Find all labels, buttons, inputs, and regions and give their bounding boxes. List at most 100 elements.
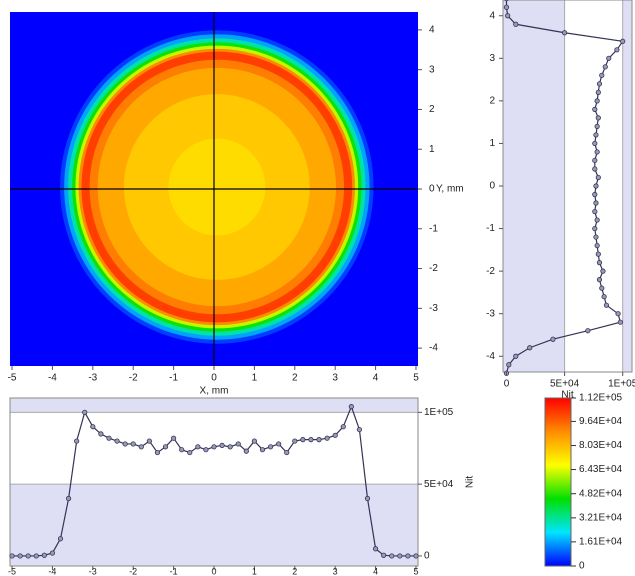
- profile-point: [98, 431, 104, 437]
- profile-point: [25, 553, 31, 559]
- x-tick-label: -2: [129, 566, 137, 576]
- profile-point: [130, 441, 136, 447]
- profile-point: [203, 447, 209, 453]
- colorbar-label: 0: [579, 561, 585, 572]
- profile-point: [17, 553, 23, 559]
- profile-point: [348, 404, 354, 410]
- y-tick-label: 3: [489, 53, 495, 64]
- profile-point: [195, 444, 201, 450]
- profile-point: [284, 449, 290, 456]
- profile-point: [550, 336, 556, 342]
- profile-point: [405, 553, 411, 559]
- profile-point: [592, 157, 598, 164]
- profile-point: [372, 546, 379, 552]
- profile-point: [596, 81, 603, 87]
- y-tick-label: -4: [486, 351, 495, 362]
- y-tick-label: 1: [489, 138, 495, 149]
- colorbar-label: 9.64E+04: [579, 416, 623, 427]
- y-tick-label: 0: [429, 184, 435, 195]
- profile-point: [267, 444, 274, 450]
- x-tick-label: -1: [170, 566, 178, 576]
- profile-point: [592, 140, 598, 147]
- x-tick-label: 4: [373, 566, 378, 576]
- profile-point: [211, 444, 217, 450]
- colorbar: [544, 397, 572, 567]
- profile-point: [503, 4, 510, 10]
- profile-point: [614, 47, 620, 53]
- profile-point: [82, 409, 88, 415]
- x-tick-label: 5: [413, 566, 418, 576]
- y-tick-label: -2: [486, 266, 495, 277]
- colorbar-label: 1.12E+05: [579, 393, 623, 404]
- profile-point: [594, 217, 600, 223]
- x-tick-label: 5: [413, 373, 419, 384]
- x-axis-label: X, mm: [200, 386, 229, 397]
- x-tick-label: 2: [292, 373, 298, 384]
- profile-point: [561, 30, 568, 36]
- y-tick-label: -2: [429, 263, 438, 274]
- profile-point: [606, 55, 612, 61]
- y-tick-label: -3: [486, 308, 495, 319]
- y-axis-label: Y, mm: [436, 184, 464, 195]
- profile-point: [617, 319, 623, 325]
- profile-point: [595, 174, 601, 181]
- profile-point: [592, 225, 598, 232]
- profile-point: [600, 268, 606, 274]
- profile-point: [595, 251, 601, 257]
- profile-point: [33, 553, 39, 559]
- x-tick-label: -3: [89, 566, 97, 576]
- x-tick-label: 0: [211, 373, 217, 384]
- y-tick-label: 1: [429, 144, 435, 155]
- profile-point: [57, 536, 64, 542]
- x-tick-label: 0: [211, 566, 216, 576]
- heatmap-level: [168, 138, 266, 236]
- band: [10, 484, 418, 566]
- colorbar-label: 6.43E+04: [579, 464, 623, 475]
- profile-point: [171, 435, 177, 441]
- profile-point: [235, 441, 241, 447]
- profile-point: [300, 437, 306, 443]
- profile-point: [9, 553, 15, 559]
- profile-point: [324, 435, 330, 441]
- x-tick-label: 2: [292, 566, 297, 576]
- band: [10, 398, 418, 413]
- profile-point: [505, 13, 511, 19]
- x-tick-label: -1: [169, 373, 178, 384]
- y-tick-label: -1: [486, 223, 495, 234]
- profile-point: [594, 98, 600, 104]
- profile-point: [413, 553, 419, 559]
- y-tick-label: 2: [429, 104, 435, 115]
- heatmap: [60, 30, 374, 344]
- profile-point: [620, 38, 626, 44]
- colorbar-label: 3.21E+04: [579, 512, 623, 523]
- profile-point: [595, 89, 601, 95]
- y-tick-label: 3: [429, 64, 435, 75]
- x-tick-label: -5: [8, 566, 16, 576]
- profile-point: [308, 437, 314, 443]
- colorbar-label: 4.82E+04: [579, 488, 623, 499]
- profile-point: [601, 294, 607, 300]
- profile-point: [74, 438, 80, 444]
- y-axis-label: Nit: [465, 476, 476, 488]
- profile-point: [356, 426, 363, 433]
- profile-point: [594, 242, 600, 249]
- profile-point: [593, 132, 599, 138]
- profile-point: [227, 444, 233, 450]
- x-tick-label: -3: [88, 373, 97, 384]
- profile-point: [592, 208, 598, 215]
- profile-point: [90, 424, 96, 430]
- y-tick-label: 0: [489, 181, 495, 192]
- y-tick-label: -3: [429, 303, 438, 314]
- band: [622, 0, 632, 372]
- profile-point: [259, 447, 266, 453]
- x-tick-label: 5E+04: [550, 379, 580, 390]
- profile-point: [179, 447, 185, 453]
- profile-point: [364, 495, 371, 502]
- profile-point: [596, 277, 603, 283]
- x-tick-label: -4: [48, 373, 57, 384]
- profile-point: [122, 441, 128, 447]
- y-tick-label: 1E+05: [424, 407, 454, 418]
- profile-point: [397, 553, 403, 559]
- profile-point: [592, 106, 598, 112]
